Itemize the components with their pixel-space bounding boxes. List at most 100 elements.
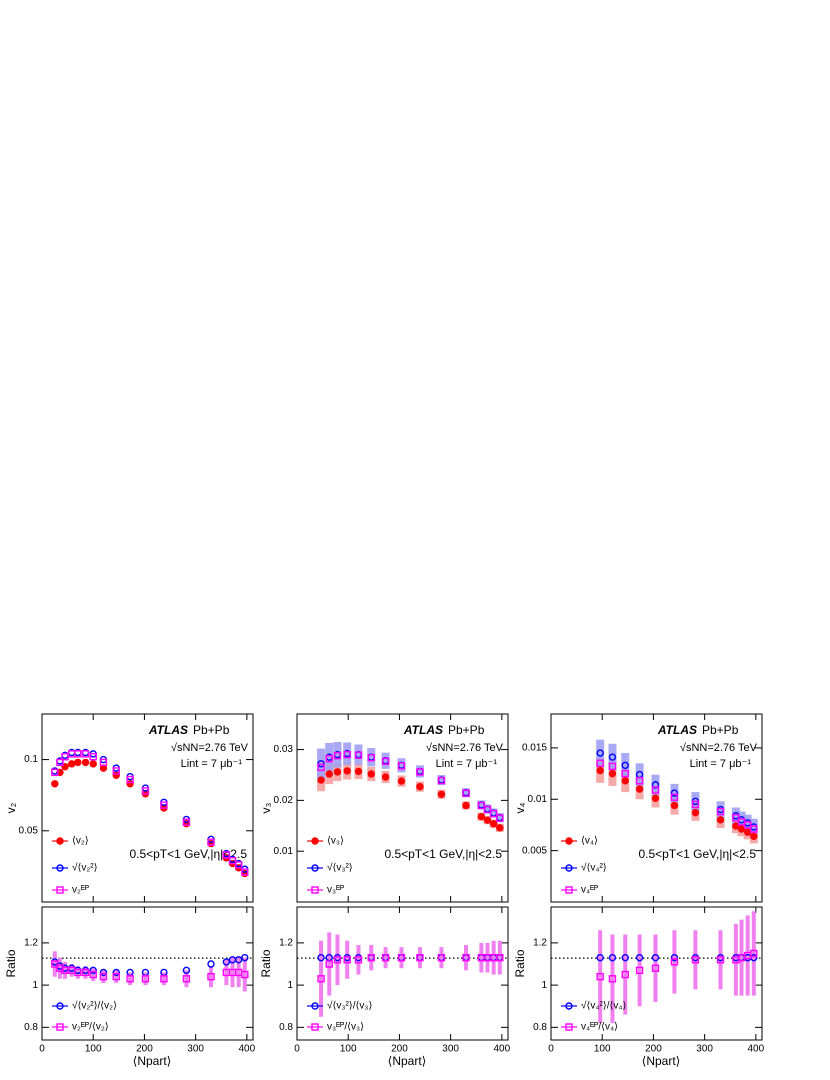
marker — [462, 789, 470, 797]
systematic-band — [489, 808, 498, 818]
marker — [112, 968, 120, 977]
marker — [691, 808, 700, 817]
marker — [716, 807, 725, 816]
y-tick-label: 0.005 — [522, 845, 547, 856]
marker — [317, 975, 325, 983]
systematic-band — [731, 807, 740, 824]
x-axis-label: ⟨Npart⟩ — [133, 1054, 172, 1068]
systematic-band — [749, 818, 758, 836]
experiment-label: ATLAS — [403, 723, 443, 737]
marker — [241, 868, 249, 876]
marker — [343, 956, 351, 964]
legend-label: ⟨v₄⟩ — [581, 836, 598, 847]
y-tick-label: 1 — [287, 980, 293, 991]
marker — [51, 768, 59, 777]
marker — [596, 972, 604, 981]
marker — [397, 762, 406, 770]
lumi-label: Lint = 7 μb⁻¹ — [181, 758, 243, 770]
marker — [477, 812, 486, 821]
plot-frame — [41, 906, 254, 1041]
system-label: Pb+Pb — [448, 723, 485, 737]
y-axis-label: v₃ — [259, 802, 273, 813]
legend-marker — [311, 1023, 319, 1031]
marker — [651, 964, 660, 972]
marker — [381, 953, 390, 962]
marker — [437, 776, 446, 785]
marker — [750, 825, 758, 833]
y-tick-label: 0.01 — [274, 846, 294, 857]
x-tick-label: 100 — [594, 1044, 611, 1055]
marker — [437, 790, 446, 798]
y-axis-label: v₂ — [4, 802, 18, 813]
legend-marker — [311, 837, 319, 845]
legend-label: √⟨v₃²⟩/⟨v₃⟩ — [327, 1000, 372, 1012]
marker — [126, 975, 134, 983]
systematic-band — [596, 739, 605, 767]
y-tick-label: 1.2 — [279, 938, 293, 949]
marker — [496, 824, 504, 832]
marker — [182, 818, 191, 826]
y-axis-label: v₄ — [513, 802, 527, 813]
systematic-band — [608, 743, 617, 771]
x-tick-label: 100 — [340, 1044, 357, 1055]
marker — [126, 780, 134, 788]
x-tick-label: 400 — [748, 1044, 765, 1055]
y-axis-label: Ratio — [513, 949, 527, 977]
marker — [74, 968, 82, 977]
marker — [81, 758, 90, 767]
marker — [651, 781, 660, 789]
marker — [691, 956, 700, 964]
systematic-band — [495, 813, 504, 823]
marker — [621, 970, 629, 979]
y-tick-label: 0.05 — [19, 825, 39, 836]
marker — [207, 838, 215, 846]
marker — [608, 762, 617, 771]
marker — [397, 953, 406, 962]
systematic-band — [354, 744, 363, 765]
systematic-band — [621, 753, 630, 778]
y-tick-label: 0.03 — [274, 744, 294, 755]
marker — [367, 770, 375, 778]
legend-marker — [56, 864, 64, 872]
marker — [716, 956, 725, 964]
marker — [397, 777, 406, 785]
marker — [608, 753, 617, 761]
energy-label: √sNN=2.76 TeV — [426, 742, 504, 754]
marker — [89, 753, 97, 761]
systematic-band — [381, 752, 390, 769]
marker — [317, 776, 325, 784]
systematic-band — [477, 800, 486, 810]
x-tick-label: 0 — [548, 1044, 554, 1055]
y-tick-label: 0.01 — [528, 794, 548, 805]
marker — [141, 975, 150, 983]
marker — [621, 769, 629, 778]
systematic-band — [415, 765, 424, 778]
marker — [112, 771, 120, 779]
systematic-band — [651, 774, 660, 796]
legend-label: v₃ᴱᴾ — [327, 885, 344, 896]
legend-label: v₄ᴱᴾ — [581, 885, 598, 896]
marker — [621, 953, 629, 962]
marker — [325, 960, 333, 968]
legend-label: √⟨v₄²⟩ — [581, 862, 607, 874]
marker — [160, 975, 168, 983]
marker — [596, 749, 604, 757]
system-label: Pb+Pb — [702, 723, 739, 737]
marker — [222, 958, 231, 966]
legend-marker — [565, 886, 573, 894]
marker — [621, 777, 629, 785]
legend-marker — [56, 1002, 64, 1010]
marker — [112, 972, 120, 981]
y-tick-label: 1 — [32, 980, 38, 991]
x-axis-label: ⟨Npart⟩ — [642, 1054, 681, 1068]
x-tick-label: 200 — [645, 1044, 662, 1055]
experiment-label: ATLAS — [148, 723, 188, 737]
legend-label: √⟨v₂²⟩/⟨v₂⟩ — [72, 1000, 117, 1012]
marker — [635, 785, 644, 793]
legend-label: √⟨v₄²⟩/⟨v₄⟩ — [581, 1000, 626, 1012]
marker — [621, 761, 629, 770]
x-tick-label: 300 — [187, 1044, 204, 1055]
marker — [56, 964, 64, 972]
lumi-label: Lint = 7 μb⁻¹ — [436, 758, 498, 770]
